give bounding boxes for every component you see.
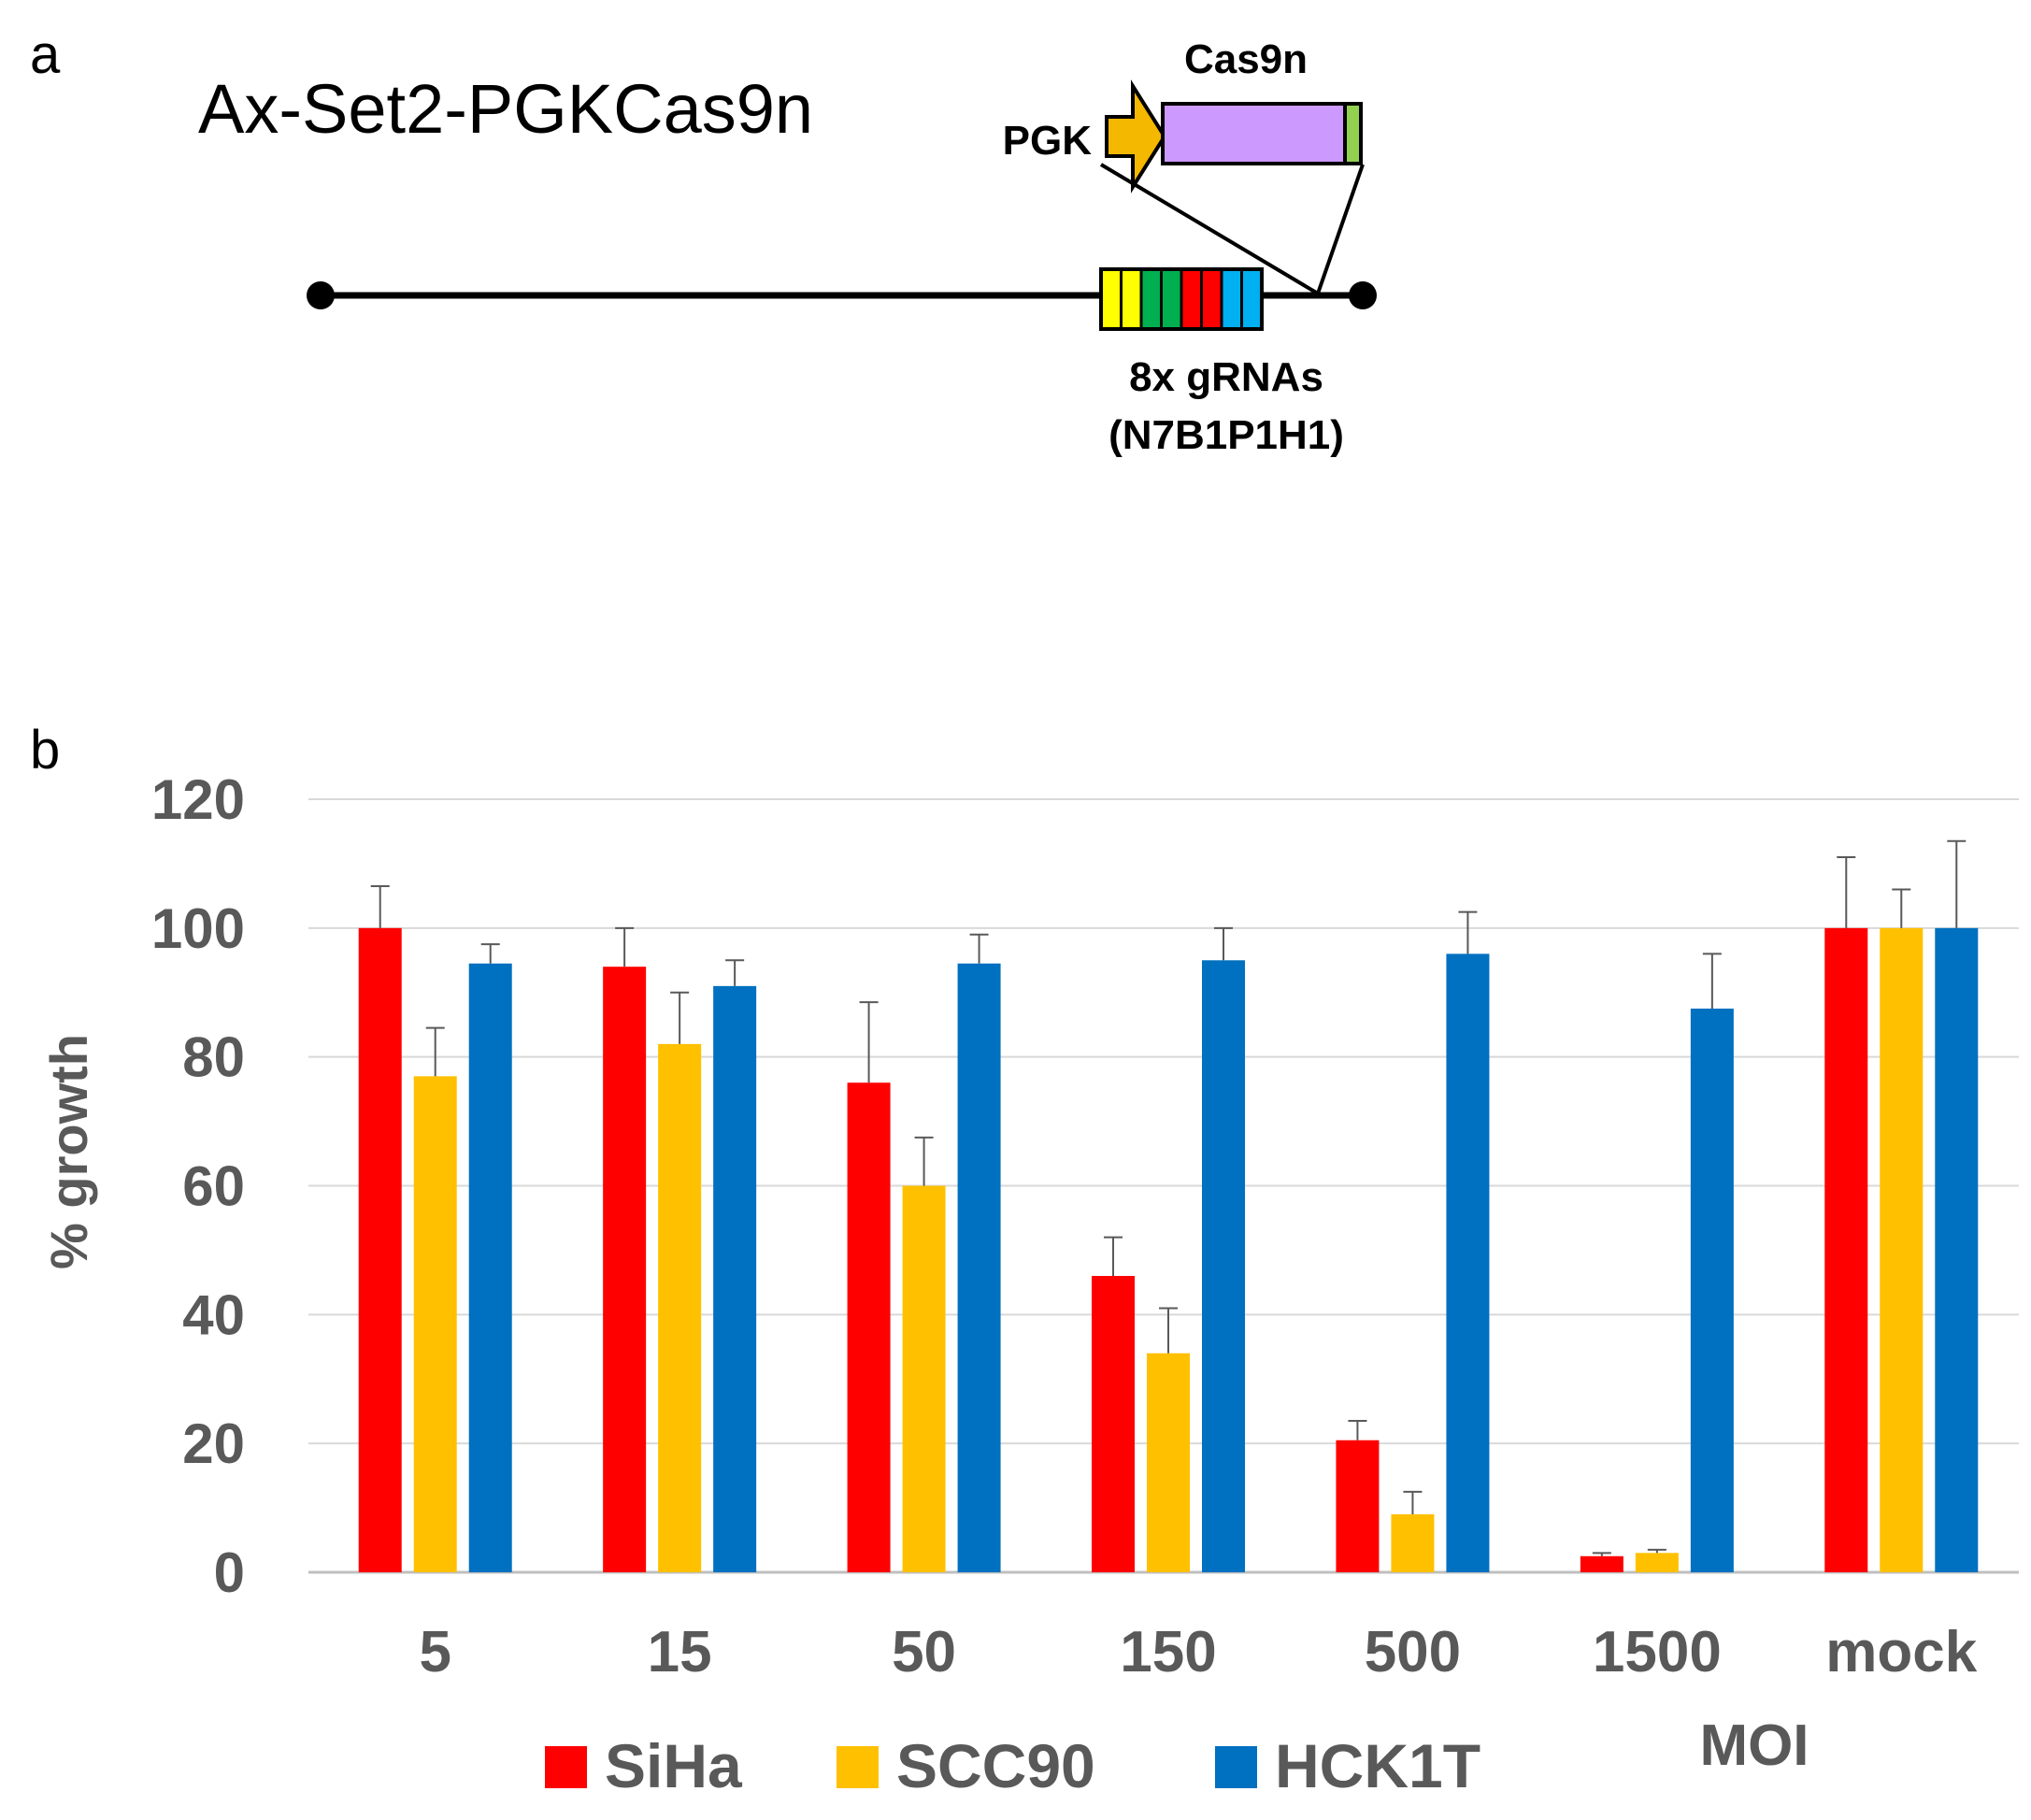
legend-label: SiHa — [605, 1731, 743, 1800]
bar — [358, 927, 402, 1572]
cas9n-gene-box — [1161, 102, 1347, 165]
legend-swatch — [545, 1746, 587, 1788]
y-tick-label: 100 — [151, 897, 245, 960]
y-tick-label: 20 — [182, 1412, 245, 1475]
bar — [1092, 1275, 1135, 1572]
grna-segment — [1099, 267, 1123, 331]
grna-segment — [1160, 267, 1183, 331]
grna-array — [1099, 267, 1264, 331]
bar — [658, 1043, 702, 1572]
y-tick-label: 40 — [182, 1283, 245, 1346]
legend-label: SCC90 — [896, 1731, 1095, 1800]
grna-segment — [1180, 267, 1203, 331]
nls-tag-box — [1343, 102, 1363, 165]
bar — [713, 985, 757, 1572]
legend-swatch — [837, 1746, 879, 1788]
gene-label: Cas9n — [1184, 36, 1308, 82]
grna-array-outline — [1099, 267, 1264, 331]
y-axis-title: % growth — [39, 1034, 98, 1269]
legend-label: HCK1T — [1275, 1731, 1480, 1800]
insert-sublabel: (N7B1P1H1) — [1108, 412, 1344, 458]
bar — [1391, 1513, 1435, 1572]
bar — [1147, 1353, 1190, 1572]
zoom-line-left — [1099, 163, 1320, 295]
bar — [902, 1185, 946, 1572]
x-tick-label: 1500 — [1593, 1620, 1722, 1684]
y-tick-label: 120 — [151, 768, 245, 831]
bar — [957, 963, 1001, 1572]
bar — [1446, 953, 1490, 1572]
y-tick-label: 60 — [182, 1155, 245, 1218]
panel-a-letter: a — [30, 24, 61, 85]
construct-name: Ax-Set2-PGKCas9n — [198, 70, 813, 148]
x-tick-label: 15 — [648, 1620, 712, 1684]
bar — [1690, 1008, 1734, 1572]
bar-chart: 0 20 40 60 80 100 120 5 15 50 150 500 1500 mock — [151, 768, 2019, 1684]
legend: SiHa SCC90 HCK1T — [545, 1731, 1480, 1800]
pgk-promoter-arrow — [1105, 79, 1167, 193]
bar — [847, 1082, 891, 1572]
bar — [413, 1076, 457, 1572]
x-tick-label: 50 — [892, 1620, 956, 1684]
insert-label: 8x gRNAs — [1129, 354, 1323, 400]
panel-b-letter: b — [30, 720, 60, 781]
grna-segment — [1220, 267, 1243, 331]
y-tick-label: 80 — [182, 1026, 245, 1089]
grna-segment — [1240, 267, 1264, 331]
x-tick-label: 5 — [419, 1620, 451, 1684]
x-axis-title: MOI — [1699, 1713, 1809, 1778]
grna-segment — [1200, 267, 1223, 331]
grna-segment — [1139, 267, 1163, 331]
bar — [1880, 927, 1924, 1572]
x-tick-label: 500 — [1365, 1620, 1461, 1684]
x-tick-label: 150 — [1120, 1620, 1216, 1684]
y-tick-label: 0 — [214, 1541, 245, 1604]
zoom-line-right — [1316, 164, 1365, 294]
panel-b: b % growth 0 20 40 60 80 100 120 5 15 50 150 500 150… — [30, 720, 2019, 1800]
bar — [1202, 960, 1245, 1572]
x-tick-label: mock — [1825, 1620, 1977, 1684]
bar — [1580, 1555, 1623, 1572]
grna-segment — [1120, 267, 1143, 331]
bar — [1635, 1553, 1679, 1572]
left-end-dot — [307, 281, 335, 309]
bar — [603, 967, 647, 1572]
bar — [1336, 1440, 1380, 1572]
legend-swatch — [1215, 1746, 1257, 1788]
bar — [1935, 927, 1979, 1572]
panel-a: a Ax-Set2-PGKCas9n PGK Cas9n 8x gRNAs (N… — [30, 24, 1377, 458]
promoter-label: PGK — [1003, 118, 1093, 164]
right-end-dot — [1349, 281, 1377, 309]
bar — [1824, 927, 1868, 1572]
bar — [468, 963, 512, 1572]
